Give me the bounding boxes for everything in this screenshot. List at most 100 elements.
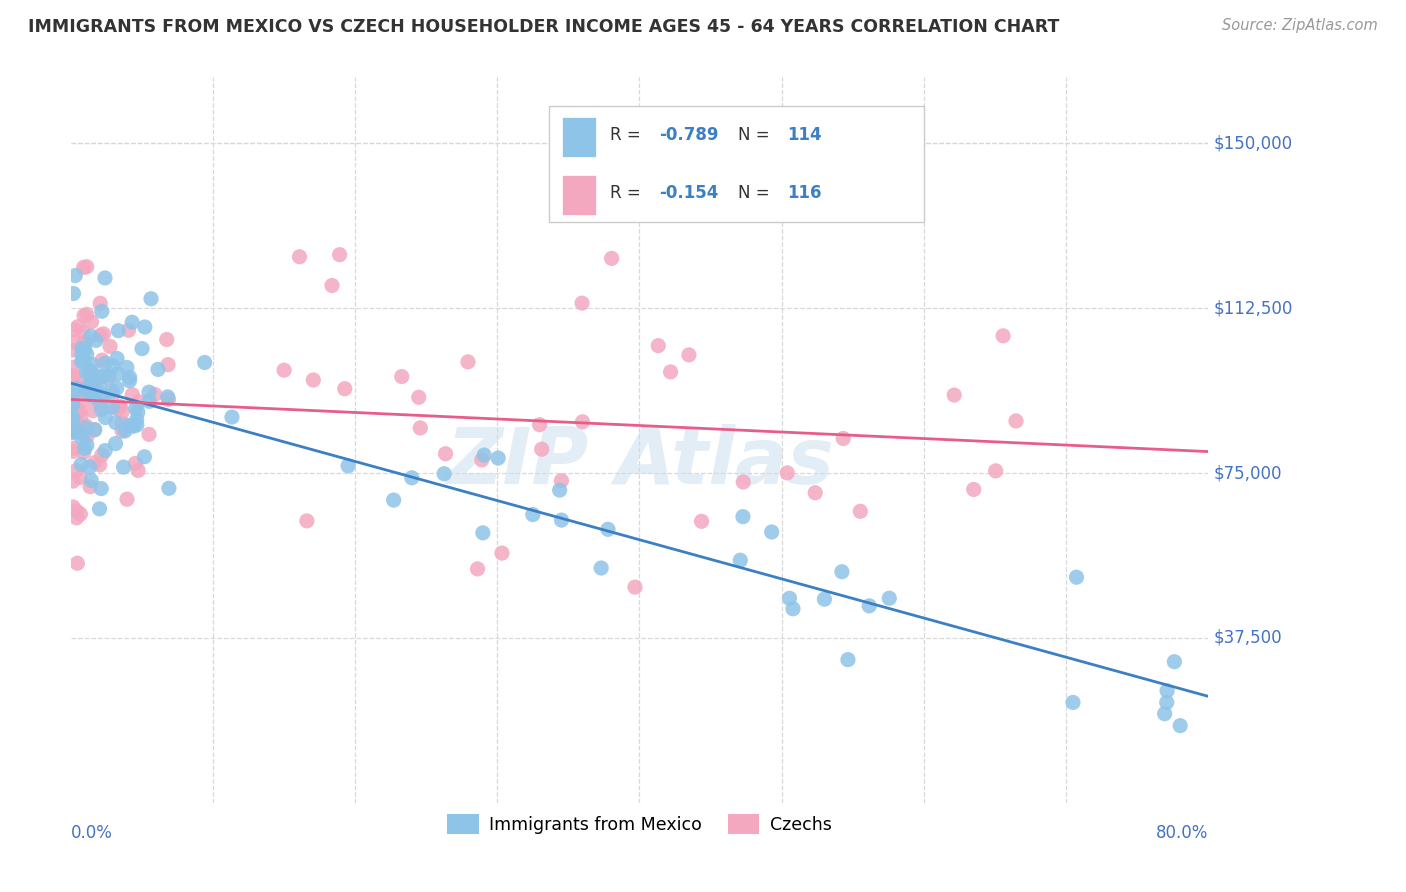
- Point: [84, 382, 107, 396]
- Point: [730, 553, 752, 567]
- Point: [80, 369, 103, 384]
- Point: [66, 556, 89, 570]
- Point: [70, 347, 93, 361]
- Point: [782, 601, 804, 615]
- Point: [530, 442, 553, 457]
- Point: [471, 453, 494, 467]
- Point: [401, 471, 423, 485]
- Point: [858, 599, 880, 613]
- Point: [101, 388, 124, 402]
- FancyBboxPatch shape: [562, 175, 596, 215]
- Point: [733, 475, 755, 489]
- Point: [134, 320, 156, 334]
- Point: [63, 323, 86, 337]
- Point: [70, 431, 93, 445]
- Point: [62, 412, 84, 426]
- Point: [659, 365, 682, 379]
- Point: [76, 307, 98, 321]
- Text: $75,000: $75,000: [1213, 464, 1282, 482]
- Point: [89, 296, 111, 310]
- Point: [647, 339, 669, 353]
- Point: [84, 381, 107, 395]
- Point: [76, 384, 98, 398]
- Text: 0.0%: 0.0%: [72, 824, 112, 842]
- Point: [107, 324, 129, 338]
- Point: [90, 304, 112, 318]
- Point: [115, 360, 138, 375]
- Point: [550, 513, 572, 527]
- Point: [89, 397, 111, 411]
- Point: [804, 485, 827, 500]
- Point: [79, 378, 101, 392]
- Point: [75, 425, 97, 439]
- Point: [80, 376, 103, 390]
- Point: [409, 421, 432, 435]
- Point: [73, 442, 96, 456]
- Point: [522, 508, 544, 522]
- Point: [124, 401, 146, 416]
- Point: [434, 447, 457, 461]
- Point: [75, 384, 97, 399]
- Point: [321, 278, 343, 293]
- Text: R =: R =: [610, 127, 641, 145]
- Point: [62, 372, 84, 386]
- Point: [591, 561, 613, 575]
- Point: [1163, 655, 1185, 669]
- Point: [337, 458, 360, 473]
- Point: [72, 260, 94, 275]
- Point: [63, 268, 86, 283]
- Point: [94, 271, 117, 285]
- Point: [146, 362, 169, 376]
- Point: [624, 580, 647, 594]
- Point: [67, 319, 90, 334]
- Point: [90, 448, 112, 462]
- Point: [89, 328, 111, 343]
- Point: [70, 409, 93, 423]
- Point: [112, 460, 135, 475]
- Text: -0.154: -0.154: [659, 185, 718, 202]
- Point: [62, 286, 84, 301]
- Point: [877, 591, 900, 606]
- Point: [97, 370, 120, 384]
- Point: [813, 592, 835, 607]
- Text: 116: 116: [787, 185, 821, 202]
- Point: [73, 427, 96, 442]
- Point: [472, 448, 495, 462]
- Point: [70, 419, 93, 434]
- Point: [62, 424, 84, 438]
- Point: [65, 510, 87, 524]
- Point: [831, 565, 853, 579]
- Point: [288, 250, 311, 264]
- Point: [73, 309, 96, 323]
- Point: [79, 460, 101, 475]
- Point: [139, 292, 162, 306]
- Point: [105, 351, 128, 366]
- Point: [90, 387, 112, 401]
- Point: [550, 474, 572, 488]
- Point: [62, 360, 84, 375]
- Point: [115, 492, 138, 507]
- Point: [1156, 683, 1178, 698]
- Point: [79, 480, 101, 494]
- Point: [1156, 695, 1178, 709]
- Point: [111, 424, 134, 438]
- Point: [87, 369, 110, 384]
- Point: [382, 493, 405, 508]
- Point: [761, 524, 783, 539]
- Point: [138, 394, 160, 409]
- Point: [127, 463, 149, 477]
- FancyBboxPatch shape: [548, 106, 924, 222]
- Point: [571, 296, 593, 310]
- Point: [131, 342, 153, 356]
- Point: [75, 365, 97, 379]
- Point: [471, 525, 494, 540]
- Point: [127, 405, 149, 419]
- Point: [156, 390, 179, 404]
- Point: [77, 364, 100, 378]
- Point: [963, 483, 986, 497]
- Point: [62, 500, 84, 514]
- Point: [600, 252, 623, 266]
- Point: [62, 397, 84, 411]
- Text: -0.789: -0.789: [659, 127, 718, 145]
- Point: [66, 405, 89, 419]
